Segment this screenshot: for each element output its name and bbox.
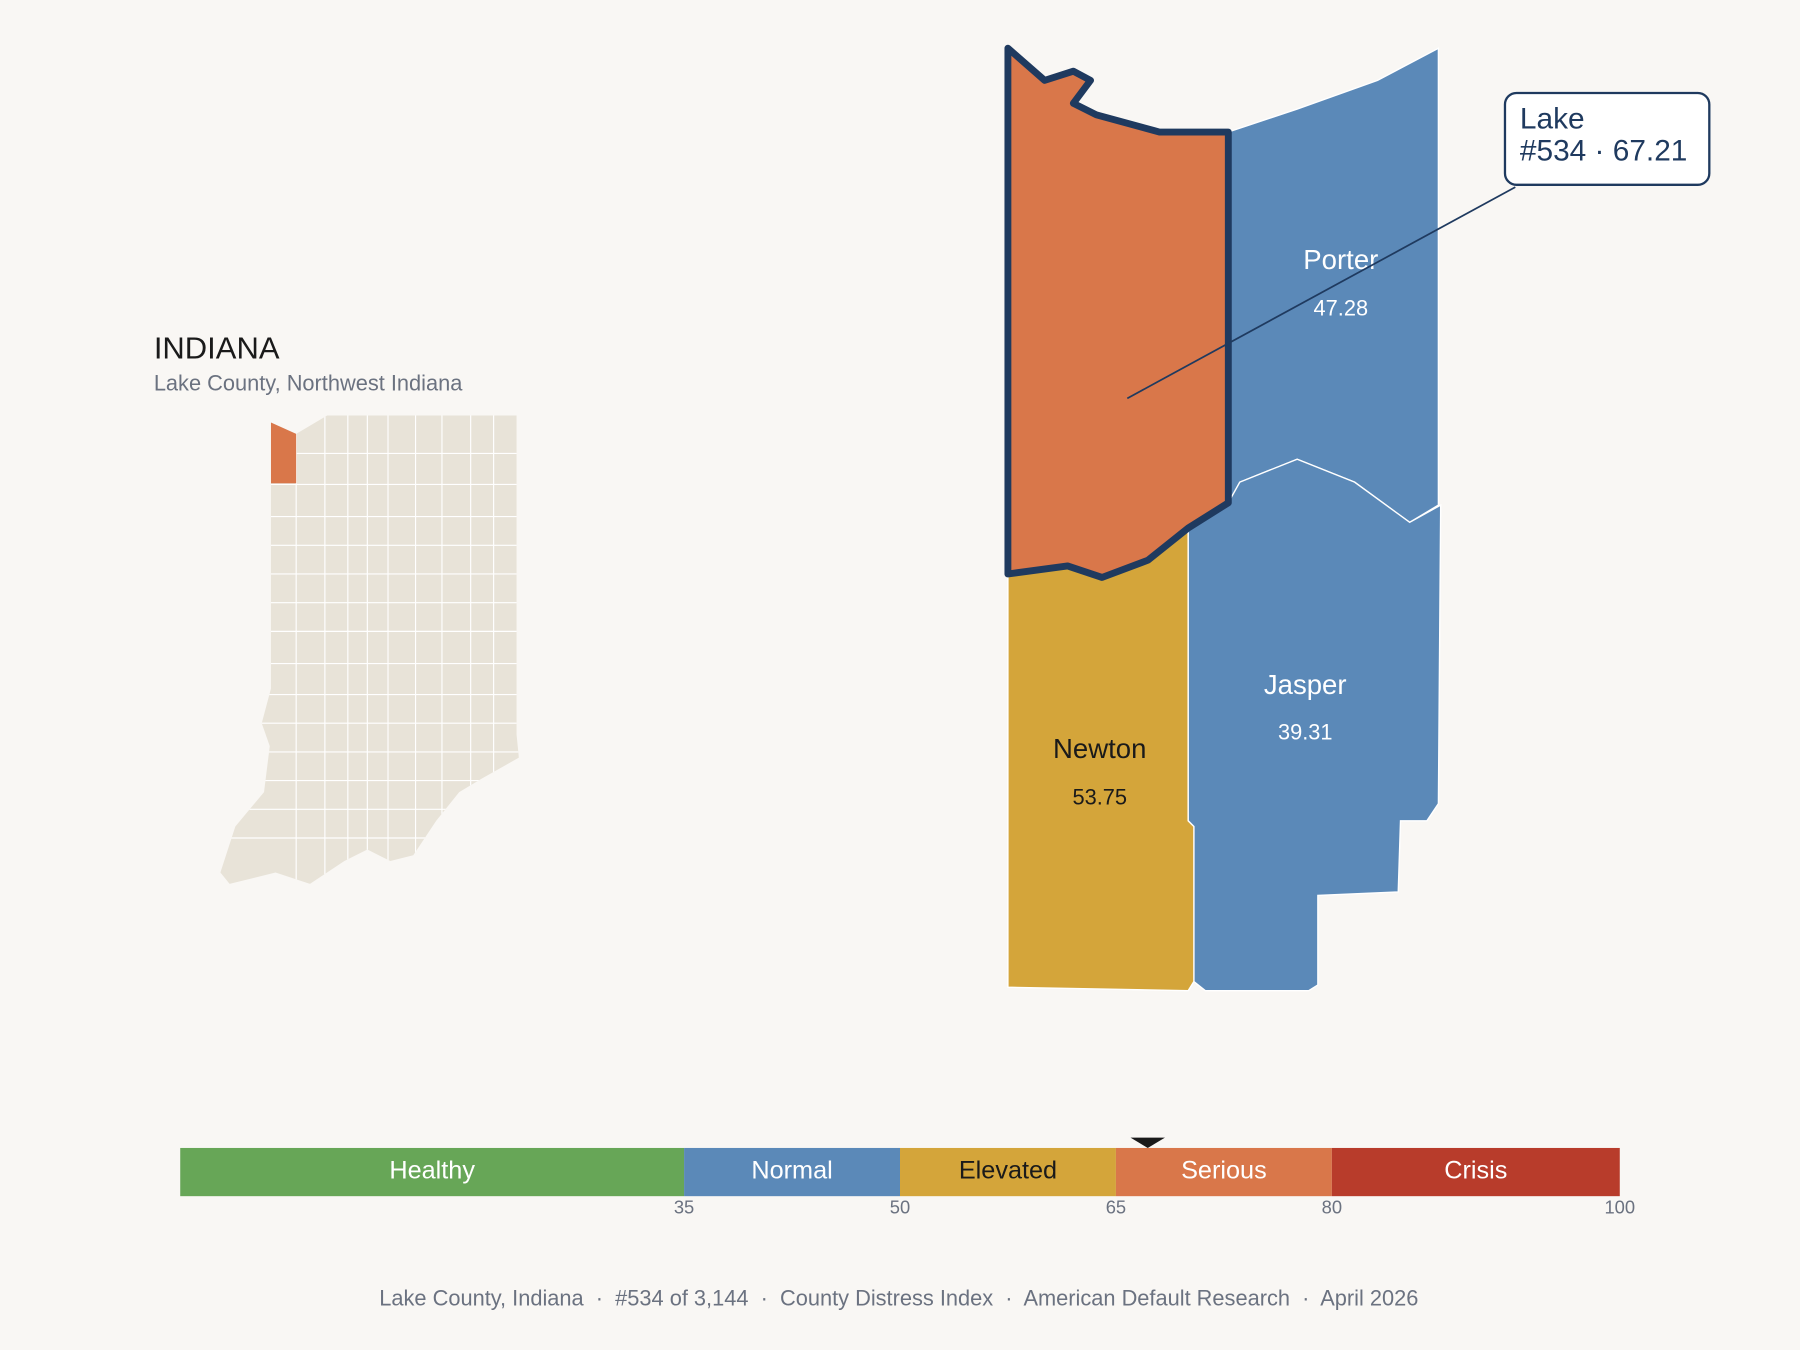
county-lines <box>220 415 519 884</box>
legend: Healthy Normal Elevated Serious Crisis 35 50 65… <box>180 1137 1635 1218</box>
county-name: Porter <box>1303 244 1378 275</box>
callout-leader <box>1126 186 1516 400</box>
subtitle: Lake County, Northwest Indiana <box>154 370 463 395</box>
legend-marker <box>1130 1137 1165 1148</box>
legend-segment <box>684 1147 900 1197</box>
county-value: 47.28 <box>1314 296 1369 321</box>
legend-tick: 100 <box>1604 1197 1635 1218</box>
county-name: Jasper <box>1264 669 1347 700</box>
county-value: 39.31 <box>1278 719 1333 744</box>
title: INDIANA <box>154 330 280 365</box>
legend-label: Crisis <box>1444 1157 1507 1185</box>
legend-segment <box>900 1147 1116 1197</box>
callout-title: Lake <box>1520 102 1585 135</box>
legend-label: Normal <box>751 1157 832 1185</box>
callout-box <box>1503 91 1711 186</box>
footer: Lake County, Indiana · #534 of 3,144 · C… <box>379 1285 1418 1310</box>
county <box>1004 44 1232 581</box>
legend-label: Elevated <box>959 1157 1057 1185</box>
legend-segment <box>1115 1147 1332 1197</box>
county-value: 53.75 <box>1072 785 1127 810</box>
legend-tick: 35 <box>674 1197 694 1218</box>
legend-tick: 80 <box>1322 1197 1342 1218</box>
legend-segment <box>1331 1147 1620 1197</box>
legend-tick: 65 <box>1106 1197 1126 1218</box>
county-map <box>1004 44 1442 992</box>
legend-label: Healthy <box>389 1157 475 1185</box>
legend-tick: 50 <box>890 1197 910 1218</box>
legend-segment <box>180 1147 685 1197</box>
callout-detail: #534 · 67.21 <box>1520 135 1688 168</box>
county-name: Newton <box>1053 733 1146 764</box>
legend-label: Serious <box>1181 1157 1267 1185</box>
